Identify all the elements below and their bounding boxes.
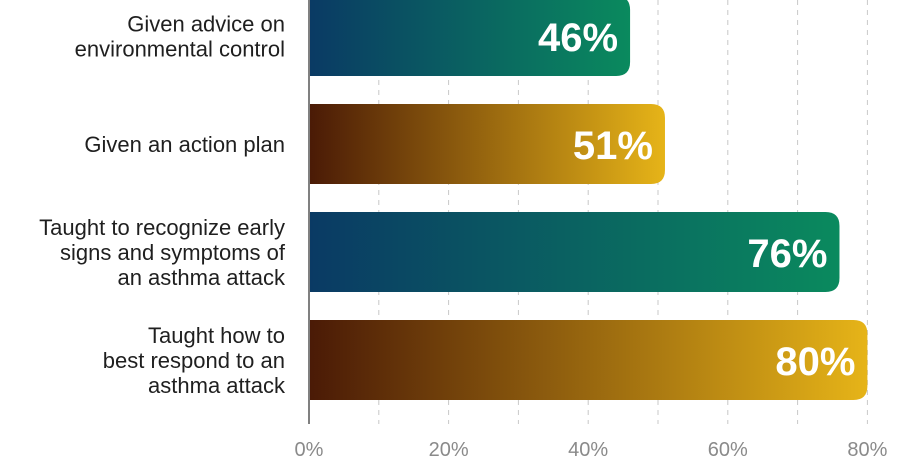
category-label: asthma attack: [148, 373, 286, 398]
category-label: best respond to an: [103, 348, 285, 373]
x-tick-label: 0%: [295, 439, 324, 461]
bar-value-label: 51%: [573, 124, 653, 168]
category-label: signs and symptoms of: [60, 240, 286, 265]
x-tick-label: 80%: [847, 439, 887, 461]
bar-value-label: 46%: [538, 16, 618, 60]
bar: [309, 212, 840, 292]
bar: [309, 320, 868, 400]
bar: [309, 104, 665, 184]
bars: 46% 51% 76% 80%: [309, 0, 868, 400]
bar: [309, 0, 631, 76]
x-tick-label: 20%: [429, 439, 469, 461]
x-tick-label: 60%: [708, 439, 748, 461]
category-label: Taught how to: [148, 323, 285, 348]
category-label: environmental control: [75, 37, 285, 62]
category-label: an asthma attack: [117, 265, 286, 290]
category-label: Given advice on: [127, 12, 285, 37]
category-label: Taught to recognize early: [39, 215, 285, 240]
x-axis-ticks: 0% 20% 40% 60% 80%: [295, 439, 888, 461]
bar-value-label: 76%: [747, 232, 827, 276]
x-tick-label: 40%: [568, 439, 608, 461]
bar-value-label: 80%: [775, 340, 855, 384]
category-label: Given an action plan: [84, 132, 285, 157]
